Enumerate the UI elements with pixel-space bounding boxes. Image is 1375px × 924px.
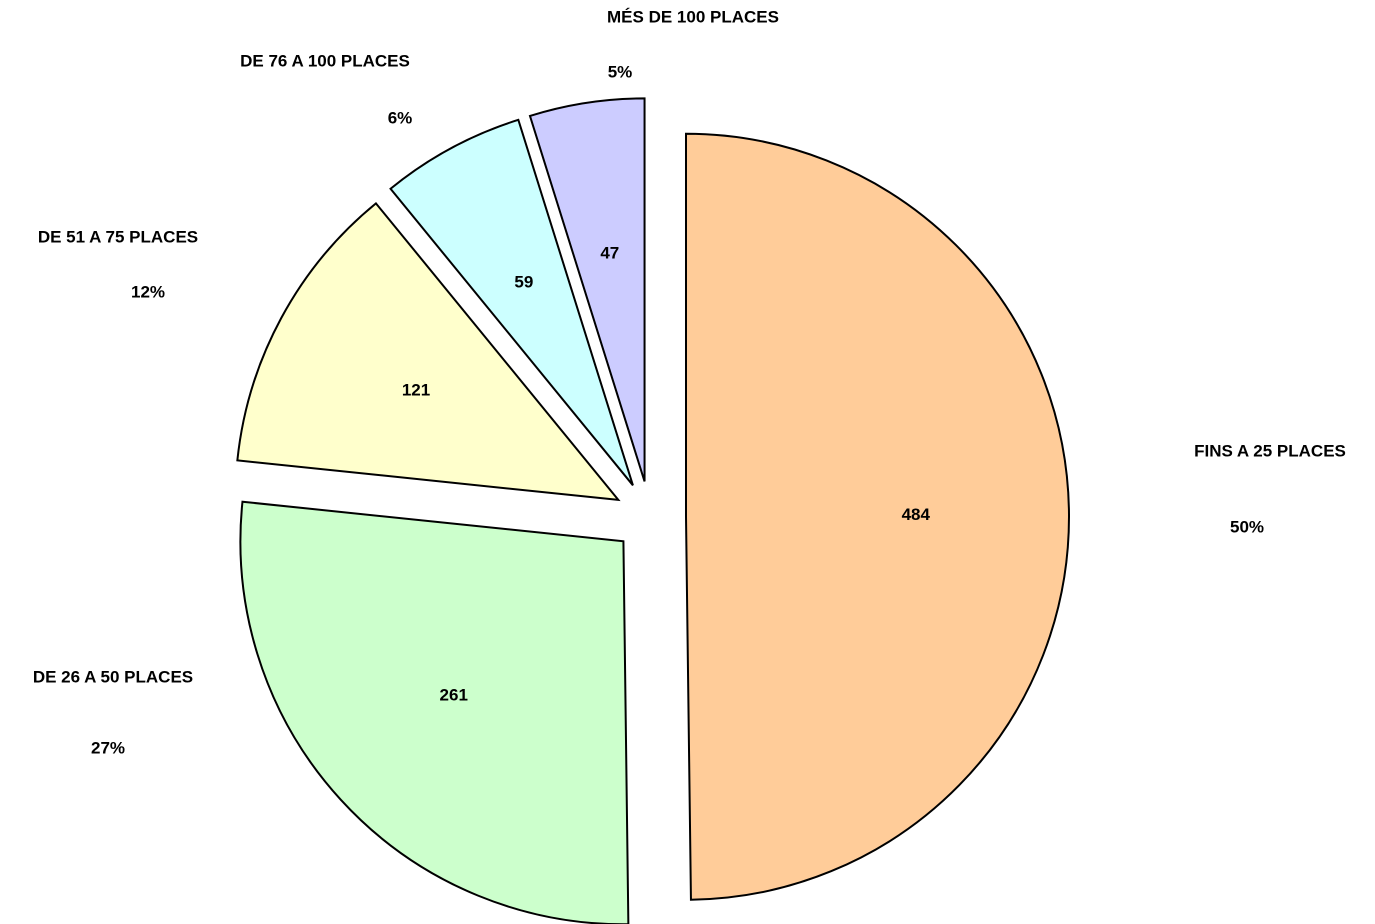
pie-slice	[528, 97, 646, 482]
slice-percent-label: 5%	[608, 62, 633, 81]
slice-percent-label: 12%	[131, 282, 165, 301]
slice-percent-label: 50%	[1230, 517, 1264, 536]
slice-value-label: 47	[600, 244, 619, 263]
slice-value-label: 261	[440, 686, 468, 705]
slice-value-label: 484	[902, 505, 931, 524]
slice-category-label: DE 51 A 75 PLACES	[38, 227, 198, 246]
pie-slice	[684, 132, 1070, 901]
slice-category-label: MÉS DE 100 PLACES	[607, 7, 779, 26]
slice-category-label: DE 76 A 100 PLACES	[240, 51, 410, 70]
slice-value-label: 59	[514, 273, 533, 292]
slice-category-label: DE 26 A 50 PLACES	[33, 667, 193, 686]
slice-percent-label: 27%	[91, 738, 125, 757]
pie-slice	[389, 118, 634, 486]
slice-percent-label: 6%	[388, 108, 413, 127]
pie-slice	[236, 201, 621, 502]
slice-value-label: 121	[402, 380, 430, 399]
slice-category-label: FINS A 25 PLACES	[1194, 441, 1346, 460]
pie-slice	[239, 500, 630, 924]
